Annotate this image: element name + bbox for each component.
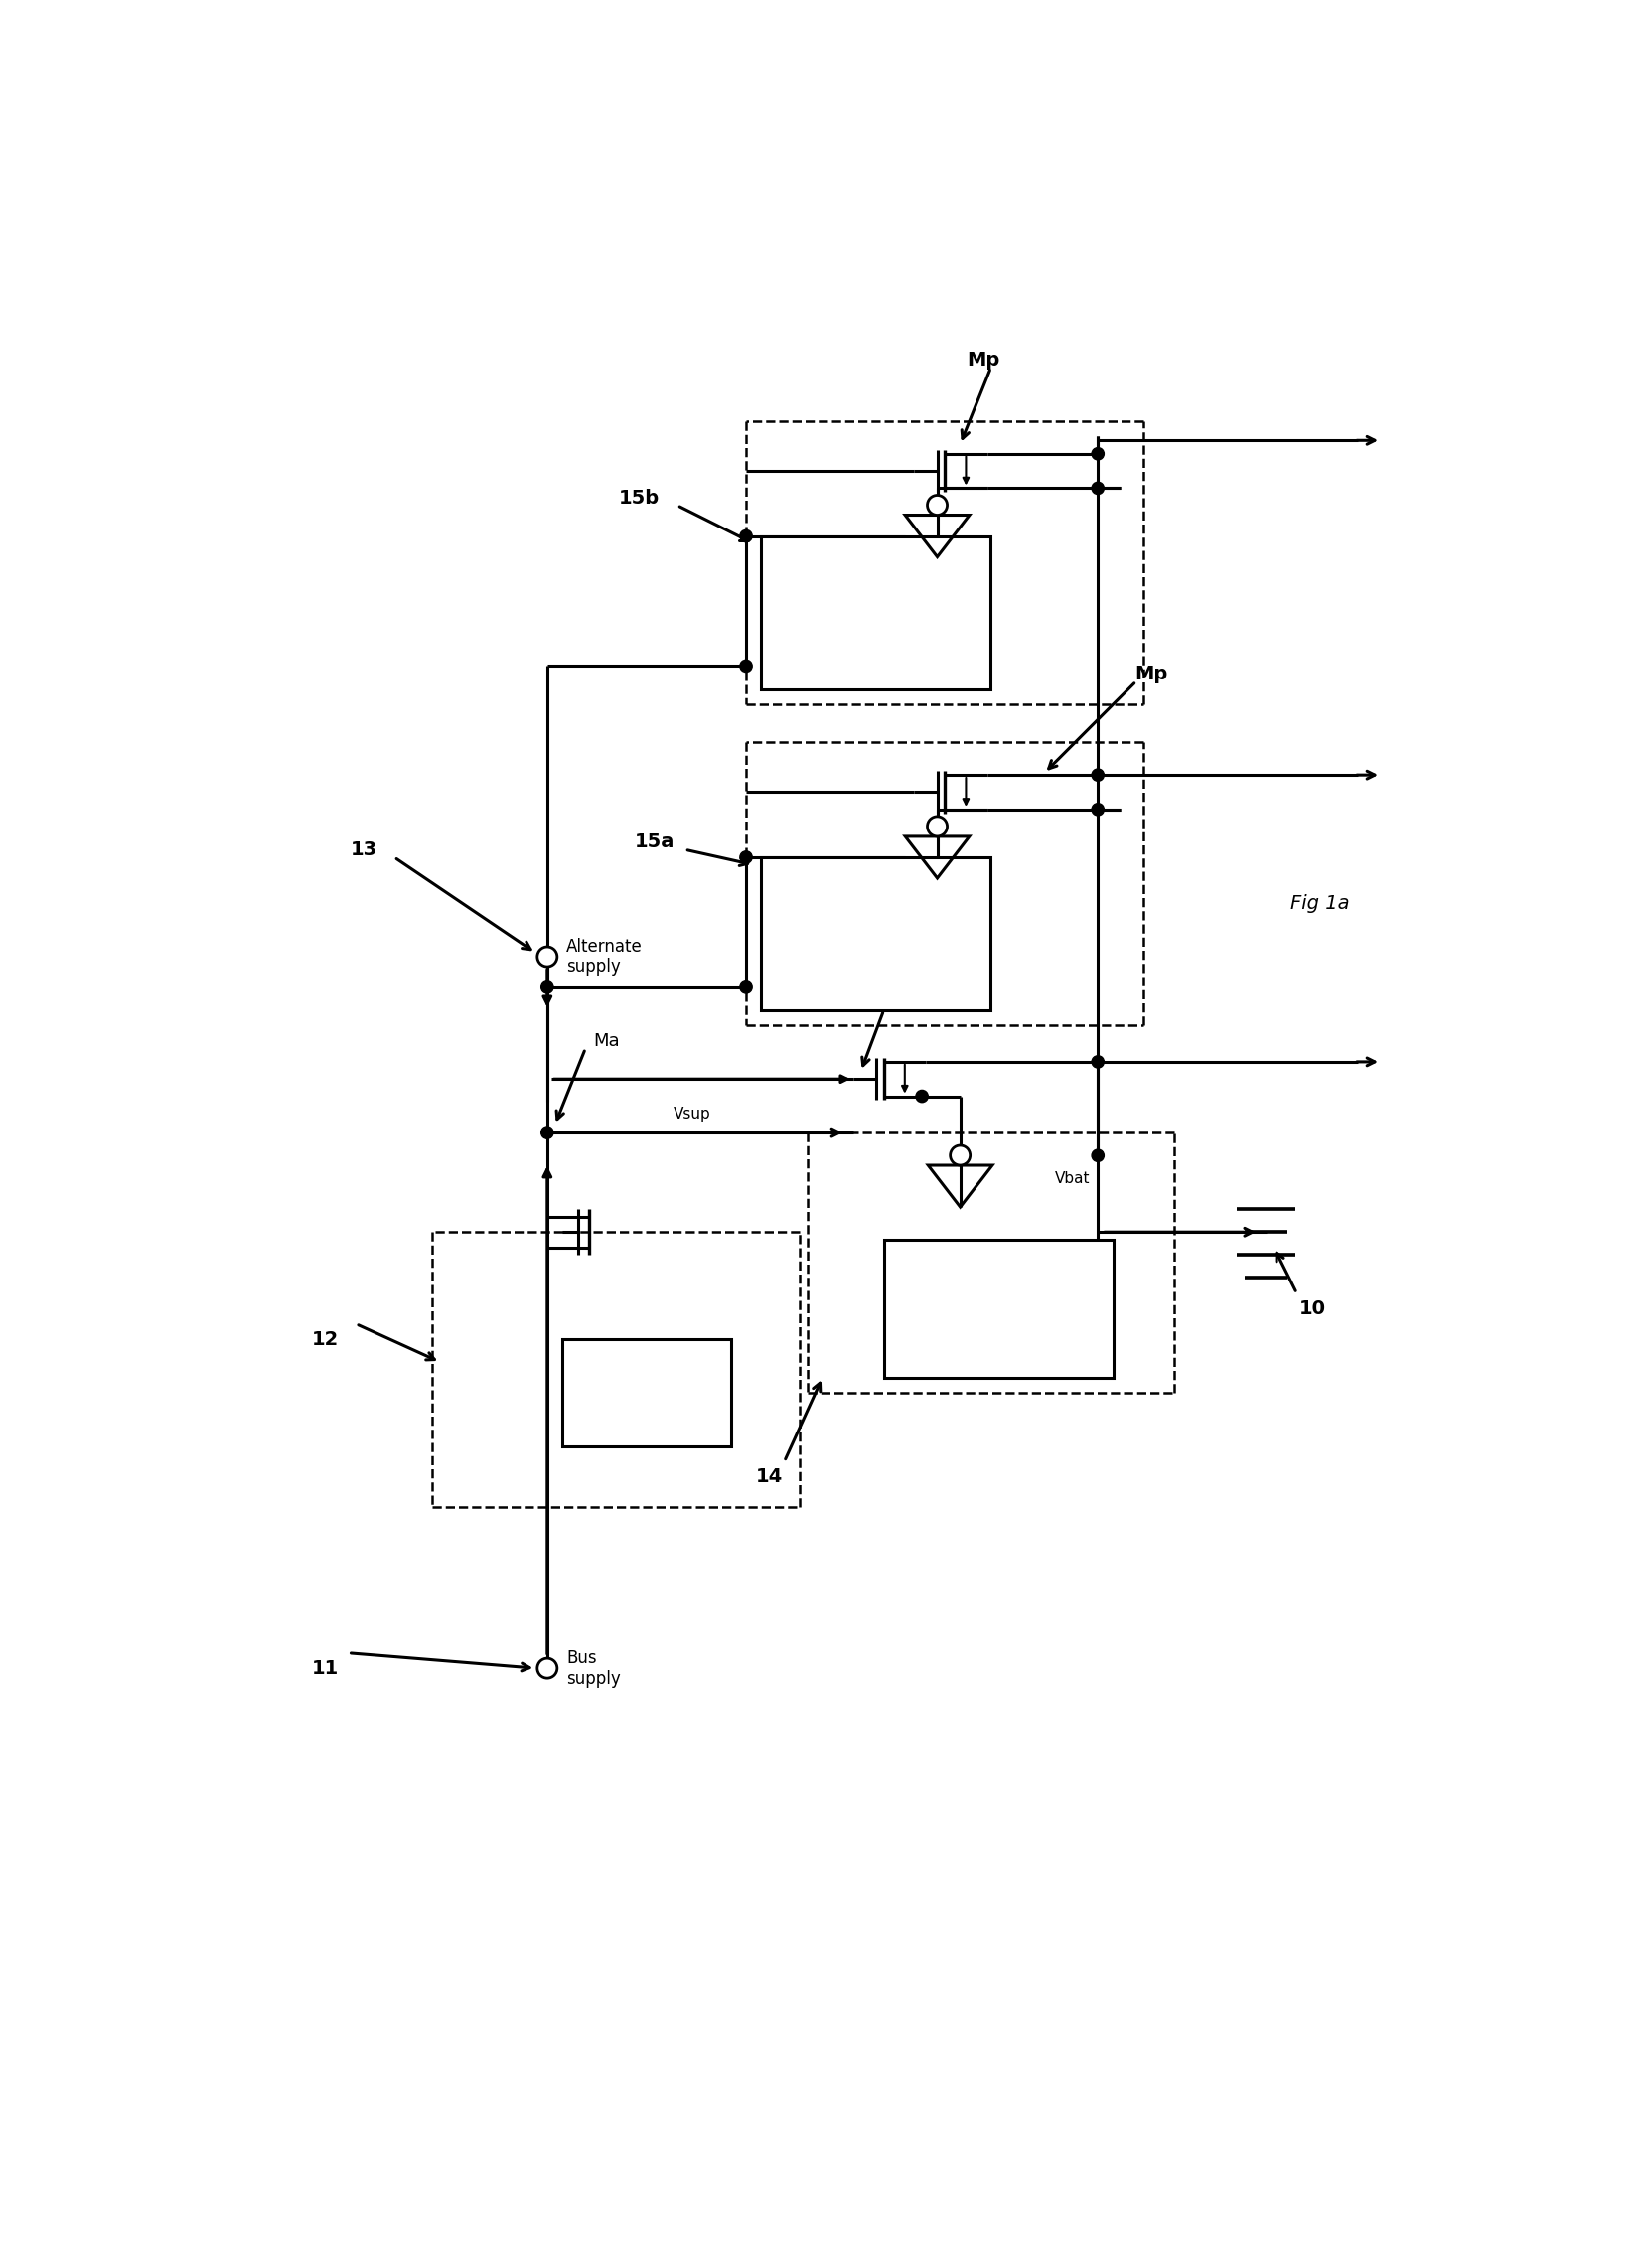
Circle shape (1092, 482, 1104, 495)
Text: 15a: 15a (634, 832, 674, 852)
Circle shape (740, 529, 752, 543)
Text: 12: 12 (312, 1329, 339, 1348)
Text: Charging
control: Charging control (957, 1289, 1041, 1327)
Circle shape (537, 1657, 557, 1678)
Text: Mp: Mp (966, 350, 999, 369)
Circle shape (927, 495, 947, 516)
Circle shape (1092, 803, 1104, 816)
Bar (562, 1339, 730, 1447)
Circle shape (740, 981, 752, 993)
Circle shape (927, 816, 947, 837)
Text: Ma: Ma (593, 1031, 620, 1049)
Bar (762, 857, 991, 1011)
Bar (762, 536, 991, 690)
Text: Linear
reg
control: Linear reg control (843, 583, 909, 642)
Circle shape (740, 850, 752, 864)
Circle shape (542, 1126, 553, 1140)
Circle shape (1092, 1056, 1104, 1067)
Circle shape (915, 1090, 928, 1103)
Text: 15b: 15b (618, 488, 659, 506)
Text: 13: 13 (350, 841, 377, 859)
Text: Control: Control (613, 1384, 681, 1402)
Bar (884, 1239, 1113, 1377)
Circle shape (1092, 769, 1104, 780)
Text: 11: 11 (312, 1660, 339, 1678)
Text: Mp: Mp (1135, 665, 1168, 683)
Text: 14: 14 (755, 1467, 783, 1485)
Text: Switch-
mode
control: Switch- mode control (841, 904, 910, 963)
Text: Fig 1a: Fig 1a (1290, 893, 1350, 913)
Text: Vbat: Vbat (1056, 1171, 1090, 1187)
Circle shape (537, 947, 557, 968)
Text: Bus
supply: Bus supply (567, 1648, 621, 1687)
Text: Alternate
supply: Alternate supply (567, 938, 643, 977)
Circle shape (542, 981, 553, 993)
Text: Mb: Mb (892, 993, 919, 1011)
Circle shape (950, 1146, 970, 1164)
Circle shape (1092, 448, 1104, 459)
Circle shape (1092, 1149, 1104, 1162)
Text: 10: 10 (1298, 1300, 1325, 1318)
Circle shape (740, 660, 752, 672)
Text: Vsup: Vsup (674, 1106, 712, 1121)
